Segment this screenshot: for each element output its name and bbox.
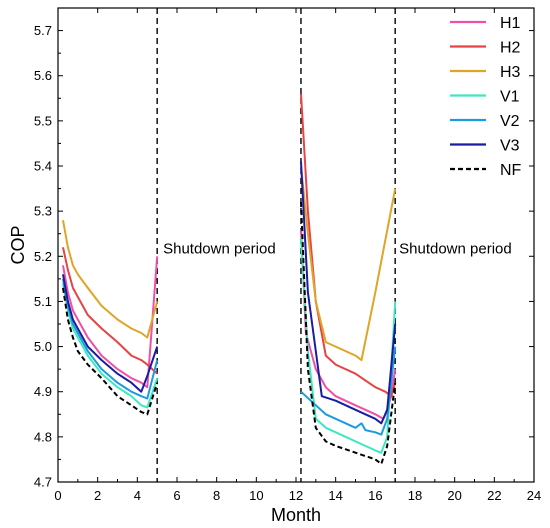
x-tick-label: 0 [54,488,61,503]
series-line-nf-2 [300,202,397,465]
x-tick-label: 20 [447,488,461,503]
legend-label-v3: V3 [500,138,520,155]
y-tick-label: 5.6 [34,68,52,83]
x-tick-label: 4 [134,488,141,503]
y-tick-label: 4.9 [34,384,52,399]
annotation-shutdown-period-1: Shutdown period [163,240,276,257]
y-tick-label: 4.7 [34,475,52,490]
x-tick-label: 12 [289,488,303,503]
series-line-v3-1 [62,274,159,393]
series-line-v1-1 [62,283,159,409]
series-line-h3-1 [62,220,159,339]
series-line-nf-1 [62,287,159,416]
y-tick-label: 4.8 [34,429,52,444]
x-tick-label: 16 [368,488,382,503]
y-tick-label: 5.2 [34,249,52,264]
y-tick-label: 5.1 [34,294,52,309]
plot-marks: Shutdown period Shutdown period [62,8,512,482]
legend-label-v2: V2 [500,113,520,130]
y-axis-label: COP [8,225,28,264]
legend-label-h2: H2 [500,40,521,57]
y-tick-label: 5.7 [34,23,52,38]
series-line-v3-2 [300,161,397,425]
series-line-v1-2 [300,238,397,454]
x-tick-label: 2 [94,488,101,503]
legend-label-h3: H3 [500,64,521,81]
series-line-h3-2 [300,165,397,362]
x-tick-label: 6 [173,488,180,503]
y-tick-label: 5.3 [34,204,52,219]
x-tick-label: 8 [213,488,220,503]
x-tick-label: 14 [328,488,342,503]
y-tick-label: 5.4 [34,159,52,174]
series-line-h2-1 [62,247,158,375]
x-tick-label: 18 [408,488,422,503]
legend-label-v1: V1 [500,89,520,106]
series-line-v2-1 [62,278,159,400]
y-tick-label: 5.0 [34,339,52,354]
x-tick-label: 24 [527,488,541,503]
series-line-v2-2 [300,346,397,436]
legend-label-nf: NF [500,162,522,179]
x-tick-label: 22 [487,488,501,503]
x-tick-label: 10 [249,488,263,503]
y-tick-label: 5.5 [34,113,52,128]
x-axis-label: Month [271,505,321,525]
legend: H1 H2 H3 V1 V2 V3 NF [450,15,522,179]
annotation-shutdown-period-2: Shutdown period [399,240,512,257]
axes: 0 2 4 6 8 10 12 14 16 18 20 22 244.74.84.95.05.15.25… [34,8,541,503]
legend-label-h1: H1 [500,15,521,32]
